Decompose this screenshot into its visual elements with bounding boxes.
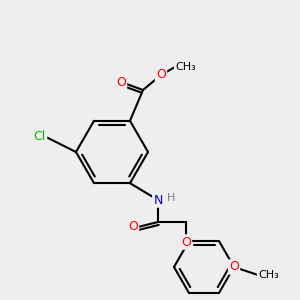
Text: O: O bbox=[128, 220, 138, 233]
Text: N: N bbox=[153, 194, 163, 206]
Text: Cl: Cl bbox=[34, 130, 46, 143]
Text: CH₃: CH₃ bbox=[175, 62, 196, 72]
Text: O: O bbox=[116, 76, 126, 88]
Text: O: O bbox=[229, 260, 239, 274]
Text: O: O bbox=[181, 236, 191, 248]
Text: H: H bbox=[167, 193, 175, 203]
Text: O: O bbox=[156, 68, 166, 82]
Text: CH₃: CH₃ bbox=[258, 270, 279, 280]
